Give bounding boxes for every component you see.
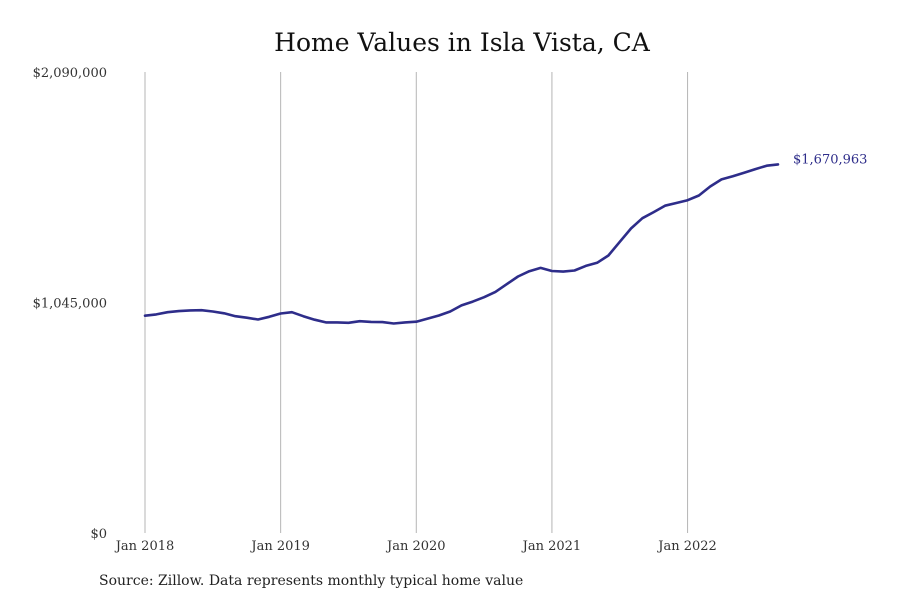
gridlines	[144, 72, 689, 533]
y-tick-label: $2,090,000	[33, 66, 107, 81]
y-axis: $0 $1,045,000 $2,090,000	[33, 66, 107, 542]
y-tick-label: $0	[90, 527, 107, 542]
source-note: Source: Zillow. Data represents monthly …	[99, 573, 524, 589]
x-tick-label: Jan 2018	[114, 539, 175, 554]
y-tick-label: $1,045,000	[33, 297, 107, 312]
x-tick-label: Jan 2020	[385, 539, 446, 554]
x-tick-label: Jan 2022	[656, 539, 717, 554]
x-tick-label: Jan 2019	[249, 539, 310, 554]
end-value-label: $1,670,963	[793, 152, 867, 167]
end-label-group: $1,670,963	[793, 152, 867, 167]
chart-title: Home Values in Isla Vista, CA	[274, 28, 650, 57]
x-tick-label: Jan 2021	[521, 539, 582, 554]
x-axis: Jan 2018 Jan 2019 Jan 2020 Jan 2021 Jan 2022	[114, 539, 717, 554]
series-line	[143, 163, 780, 325]
series-group	[143, 163, 780, 325]
